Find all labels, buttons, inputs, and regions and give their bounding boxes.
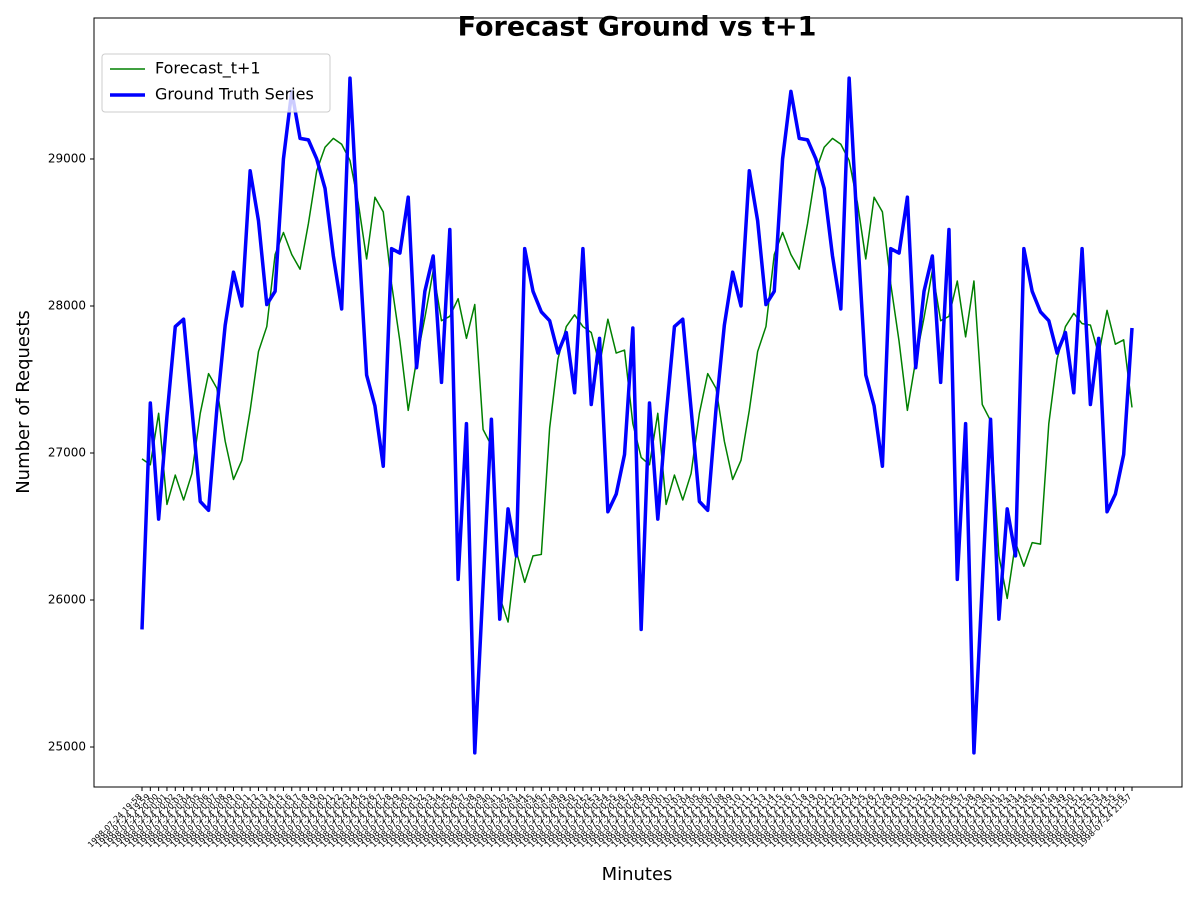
legend: Forecast_t+1 Ground Truth Series <box>101 53 331 113</box>
legend-label: Ground Truth Series <box>155 85 314 104</box>
x-axis-label: Minutes <box>602 864 673 885</box>
legend-box <box>101 53 331 113</box>
y-tick-label: 28000 <box>48 298 86 312</box>
legend-label: Forecast_t+1 <box>155 59 261 79</box>
axes-frame <box>93 17 1183 788</box>
series-line <box>140 76 1134 755</box>
y-axis-label: Number of Requests <box>13 310 34 494</box>
y-tick-label: 26000 <box>48 593 86 607</box>
chart-title: Forecast Ground vs t+1 <box>458 12 817 43</box>
plot-area <box>140 76 1134 755</box>
y-tick-label: 27000 <box>48 445 86 459</box>
y-tick-label: 25000 <box>48 740 86 754</box>
y-tick-label: 29000 <box>48 151 86 165</box>
